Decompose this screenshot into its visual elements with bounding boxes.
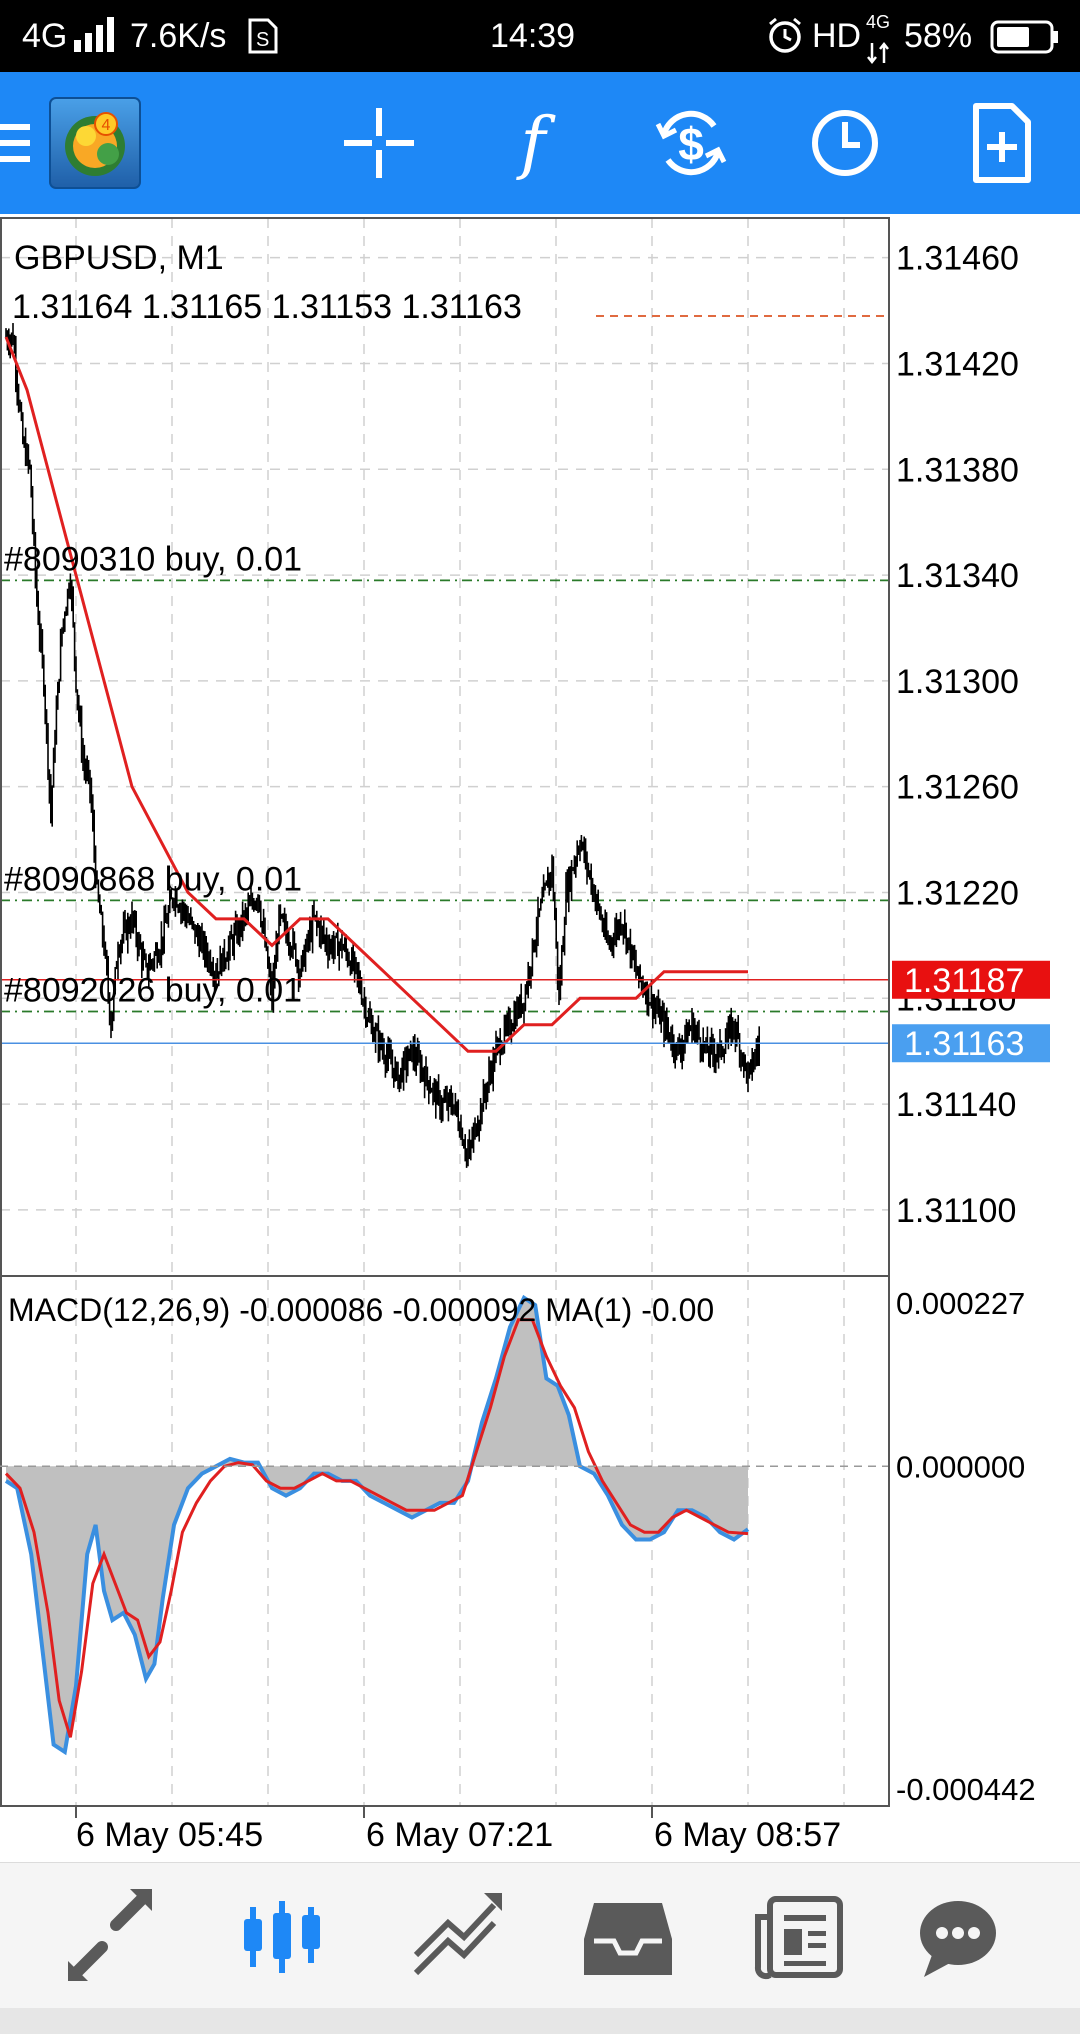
nav-chart[interactable] [222, 1863, 342, 2009]
quotes-icon [68, 1889, 152, 1981]
nav-news[interactable] [740, 1863, 860, 2009]
crosshair-icon [344, 108, 414, 178]
battery-percent: 58% [904, 17, 973, 55]
network-type: 4G [22, 17, 68, 55]
nav-quotes[interactable] [50, 1863, 170, 2009]
price-tick-label: 1.31220 [896, 874, 1019, 912]
price-tick-label: 1.31420 [896, 345, 1019, 383]
macd-chart-frame [0, 1275, 890, 1807]
new-order-icon [973, 103, 1031, 183]
history-icon [584, 1903, 672, 1975]
mt4-logo-icon: 4 [49, 97, 141, 189]
bid-price-tag-bg [892, 1024, 1050, 1063]
time-axis-ticks [75, 1806, 653, 1818]
ask-price-tag: 1.31187 [892, 960, 1050, 1000]
indicators-icon: f [515, 104, 556, 183]
logo-badge: 4 [102, 117, 111, 134]
menu-button[interactable] [0, 72, 40, 214]
ohlc-label: 1.31164 1.31165 1.31153 1.31163 [12, 288, 522, 326]
symbol-label: GBPUSD, M1 [14, 239, 224, 277]
hd-indicator: HD [812, 17, 862, 55]
macd-tick-label: 0.000000 [896, 1449, 1025, 1484]
indicators-button[interactable]: f [478, 72, 588, 214]
nav-history[interactable] [568, 1863, 688, 2009]
macd-signal-line [4, 1318, 749, 1738]
system-nav-strip [0, 2008, 1080, 2034]
ask-price-value: 1.31187 [904, 962, 1024, 1000]
time-axis: 6 May 05:45 6 May 07:21 6 May 08:57 [76, 1816, 841, 1854]
svg-text:$: $ [678, 118, 704, 170]
price-chart-frame [0, 217, 890, 1277]
macd-label: MACD(12,26,9) -0.000086 -0.000092 MA(1) … [8, 1292, 714, 1328]
timeframe-icon [812, 110, 878, 176]
mt4-logo-button[interactable]: 4 [48, 72, 144, 214]
trade-icon [413, 1893, 502, 1976]
trade-icon: $ [655, 110, 727, 176]
macd-histogram [6, 1297, 748, 1752]
chat-icon [920, 1901, 996, 1977]
new-order-button[interactable] [946, 72, 1056, 214]
order-label: #8090310 buy, 0.01 [4, 540, 302, 578]
news-icon [754, 1896, 843, 1980]
battery-icon [990, 20, 1060, 65]
price-tick-label: 1.31460 [896, 240, 1019, 278]
trade-button[interactable]: $ [636, 72, 746, 214]
order-label: #8090868 buy, 0.01 [4, 860, 302, 898]
svg-text:S: S [256, 29, 269, 51]
macd-axis: 0.000227 0.000000 -0.000442 [896, 1286, 1036, 1807]
ask-price-tag-bg [892, 960, 1050, 999]
crosshair-button[interactable] [324, 72, 434, 214]
sim-icon: S [248, 18, 278, 65]
alarm-icon [766, 16, 804, 65]
time-label: 6 May 07:21 [366, 1816, 553, 1854]
chart-icon [244, 1901, 320, 1973]
bid-price-tag: 1.31163 [892, 1024, 1050, 1063]
toolbar: 4 f $ [0, 72, 1080, 214]
price-tick-label: 1.31140 [896, 1086, 1016, 1124]
status-bar: 4G 7.6K/s S 14:39 HD 4G 58% [0, 0, 1080, 72]
signal-icon [74, 16, 118, 65]
menu-icon [0, 124, 30, 162]
bottom-navigation [0, 1862, 1080, 2009]
data-arrows-icon [866, 32, 890, 76]
order-label: #8092026 buy, 0.01 [4, 972, 302, 1010]
bid-price-value: 1.31163 [904, 1025, 1024, 1063]
network-speed: 7.6K/s [130, 17, 227, 55]
nav-chat[interactable] [898, 1863, 1018, 2009]
order-labels: #8090310 buy, 0.01 #8090868 buy, 0.01 #8… [4, 540, 302, 1009]
macd-tick-label: 0.000227 [896, 1286, 1025, 1321]
price-tick-label: 1.31380 [896, 451, 1019, 489]
svg-text:f: f [515, 104, 556, 183]
price-tick-label: 1.31260 [896, 769, 1019, 807]
price-tick-label: 1.31100 [896, 1192, 1016, 1230]
time-label: 6 May 05:45 [76, 1816, 263, 1854]
timeframe-button[interactable] [790, 72, 900, 214]
nav-trade[interactable] [394, 1863, 514, 2009]
order-lines [0, 579, 888, 1013]
network-type-secondary: 4G [866, 12, 891, 32]
moving-average-line [4, 336, 748, 1053]
price-candles [5, 323, 761, 1168]
price-tick-label: 1.31300 [896, 663, 1019, 701]
price-axis: 1.31460 1.31420 1.31380 1.31340 1.31300 … [896, 240, 1019, 1230]
macd-main-line [4, 1294, 750, 1756]
chart-area[interactable]: GBPUSD, M1 1.31164 1.31165 1.31153 1.311… [0, 214, 1080, 1862]
macd-tick-label: -0.000442 [896, 1772, 1036, 1807]
clock: 14:39 [490, 17, 576, 55]
time-label: 6 May 08:57 [654, 1816, 841, 1854]
price-tick-label: 1.31340 [896, 557, 1019, 595]
